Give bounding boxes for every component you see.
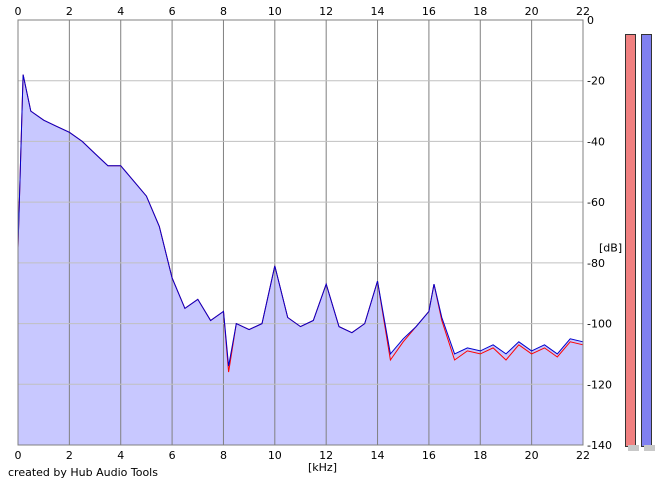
y-tick-label: -20: [587, 75, 605, 88]
x-tick-label-bottom: 14: [371, 449, 385, 462]
level-meter-right: [641, 34, 652, 447]
plot-border: [17, 19, 584, 446]
y-tick-label: -60: [587, 196, 605, 209]
x-tick-label-top: 10: [268, 5, 282, 18]
y-tick-label: 0: [587, 14, 594, 27]
x-tick-label-top: 16: [422, 5, 436, 18]
level-meter-right-shadow: [644, 445, 655, 451]
x-tick-label-top: 2: [66, 5, 73, 18]
x-tick-label-bottom: 20: [525, 449, 539, 462]
x-tick-label-top: 18: [473, 5, 487, 18]
x-tick-label-bottom: 12: [319, 449, 333, 462]
y-axis-label: [dB]: [599, 242, 622, 255]
y-tick-label: -120: [587, 378, 612, 391]
x-tick-label-bottom: 6: [169, 449, 176, 462]
y-tick-label: -100: [587, 318, 612, 331]
series-line-right: [17, 74, 584, 367]
x-tick-label-top: 14: [371, 5, 385, 18]
x-tick-label-bottom: 0: [15, 449, 22, 462]
y-tick-label: -80: [587, 257, 605, 270]
x-tick-label-bottom: 8: [220, 449, 227, 462]
level-meter-left-shadow: [628, 445, 639, 451]
x-tick-label-top: 22: [576, 5, 590, 18]
x-tick-label-bottom: 18: [473, 449, 487, 462]
x-tick-label-bottom: 22: [576, 449, 590, 462]
x-tick-label-bottom: 10: [268, 449, 282, 462]
x-tick-label-bottom: 2: [66, 449, 73, 462]
x-tick-label-top: 8: [220, 5, 227, 18]
x-tick-label-top: 6: [169, 5, 176, 18]
y-tick-label: -40: [587, 135, 605, 148]
y-tick-label: -140: [587, 439, 612, 452]
x-tick-label-bottom: 4: [117, 449, 124, 462]
x-tick-label-top: 12: [319, 5, 333, 18]
x-tick-label-top: 0: [15, 5, 22, 18]
x-tick-label-top: 20: [525, 5, 539, 18]
credit-label: created by Hub Audio Tools: [8, 466, 158, 479]
x-tick-label-top: 4: [117, 5, 124, 18]
spectrum-fill: [18, 74, 583, 445]
x-axis-label: [kHz]: [308, 461, 337, 474]
x-tick-label-bottom: 16: [422, 449, 436, 462]
level-meter-left: [625, 34, 636, 447]
